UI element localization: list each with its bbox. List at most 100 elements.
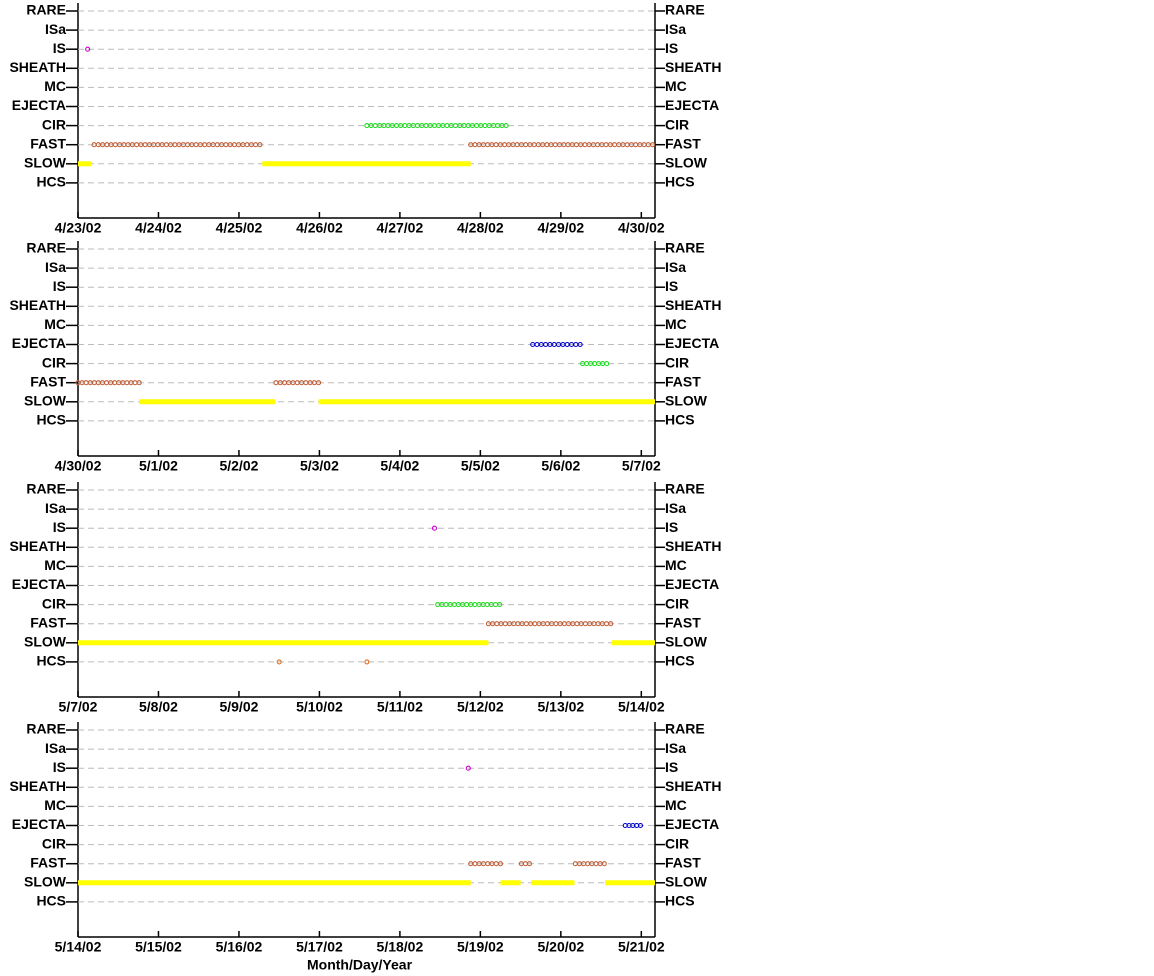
y2-tick-label: MC bbox=[665, 316, 687, 332]
segment-dot bbox=[601, 861, 607, 867]
segment bbox=[364, 659, 370, 665]
x-tick-label: 5/15/02 bbox=[135, 939, 182, 955]
x-tick-label: 5/1/02 bbox=[139, 458, 178, 474]
y-tick-label: RARE bbox=[26, 481, 66, 497]
segment bbox=[273, 380, 322, 386]
y2-tick-label: SLOW bbox=[665, 155, 708, 171]
segment-dot bbox=[553, 621, 559, 627]
x-tick-label: 4/24/02 bbox=[135, 220, 182, 236]
panel: RARE RARE ISa ISa IS IS SHEATH SHEATH MC MC EJECTA… bbox=[9, 721, 721, 973]
y-tick-label: HCS bbox=[36, 653, 66, 669]
y-tick-label: HCS bbox=[36, 174, 66, 190]
x-tick-label: 4/30/02 bbox=[618, 220, 665, 236]
segment-dot bbox=[193, 142, 199, 148]
segment-dot bbox=[136, 380, 142, 386]
segment-dot bbox=[573, 142, 580, 148]
y-tick-label: FAST bbox=[30, 135, 66, 151]
segment bbox=[465, 765, 471, 771]
segment-dot bbox=[493, 602, 499, 608]
y-tick-label: SLOW bbox=[24, 634, 67, 650]
y2-tick-label: ISa bbox=[665, 21, 686, 37]
y2-tick-label: RARE bbox=[665, 721, 705, 737]
y2-tick-label: ISa bbox=[665, 500, 686, 516]
x-tick-label: 5/14/02 bbox=[618, 699, 665, 715]
y-tick-label: EJECTA bbox=[12, 335, 66, 351]
y2-tick-label: ISa bbox=[665, 259, 686, 275]
y-tick-label: SLOW bbox=[24, 393, 67, 409]
y2-tick-label: RARE bbox=[665, 2, 705, 18]
segment bbox=[468, 142, 656, 148]
y-tick-label: ISa bbox=[45, 740, 66, 756]
segment-dot bbox=[303, 380, 309, 386]
y2-tick-label: HCS bbox=[665, 412, 695, 428]
y2-tick-label: RARE bbox=[665, 240, 705, 256]
y-tick-label: ISa bbox=[45, 500, 66, 516]
y-tick-label: RARE bbox=[26, 721, 66, 737]
segment-dot bbox=[443, 602, 449, 608]
segment-dot bbox=[497, 602, 503, 608]
y2-tick-label: FAST bbox=[665, 614, 701, 630]
y2-tick-label: SHEATH bbox=[665, 538, 722, 554]
segment-dot bbox=[584, 361, 590, 367]
y2-tick-label: MC bbox=[665, 557, 687, 573]
segment bbox=[468, 861, 504, 867]
panel: RARE RARE ISa ISa IS IS SHEATH SHEATH MC MC EJECTA… bbox=[9, 481, 721, 715]
segment-dot bbox=[163, 142, 169, 148]
y-tick-label: IS bbox=[53, 278, 66, 294]
y-tick-label: EJECTA bbox=[12, 97, 66, 113]
segment-dot bbox=[493, 861, 499, 867]
y-tick-label: IS bbox=[53, 40, 66, 56]
x-tick-label: 5/10/02 bbox=[296, 699, 343, 715]
x-axis-label: Month/Day/Year bbox=[307, 957, 413, 973]
segment-dot bbox=[85, 46, 91, 52]
y2-tick-label: EJECTA bbox=[665, 576, 719, 592]
x-tick-label: 5/8/02 bbox=[139, 699, 178, 715]
y-tick-label: HCS bbox=[36, 412, 66, 428]
x-tick-label: 4/28/02 bbox=[457, 220, 504, 236]
x-tick-label: 5/19/02 bbox=[457, 939, 504, 955]
x-tick-label: 4/29/02 bbox=[537, 220, 584, 236]
x-tick-label: 5/7/02 bbox=[622, 458, 661, 474]
segment bbox=[622, 822, 644, 829]
segment bbox=[485, 621, 614, 627]
y-tick-label: CIR bbox=[42, 116, 66, 132]
segment-dot bbox=[603, 621, 610, 627]
segment-dot bbox=[276, 659, 282, 665]
y2-tick-label: IS bbox=[665, 278, 678, 294]
y-tick-label: SLOW bbox=[24, 874, 67, 890]
y2-tick-label: IS bbox=[665, 519, 678, 535]
y-tick-label: MC bbox=[44, 557, 66, 573]
segment bbox=[530, 341, 583, 348]
segment-dot bbox=[423, 123, 429, 129]
segment-dot bbox=[523, 621, 529, 627]
y2-tick-label: HCS bbox=[665, 174, 695, 190]
x-tick-label: 5/12/02 bbox=[457, 699, 504, 715]
segment-dot bbox=[83, 380, 89, 386]
segment-dot bbox=[577, 341, 583, 348]
x-tick-label: 5/5/02 bbox=[461, 458, 500, 474]
segment-dot bbox=[603, 142, 609, 148]
x-tick-label: 5/3/02 bbox=[300, 458, 339, 474]
x-tick-label: 4/30/02 bbox=[55, 458, 102, 474]
x-tick-label: 5/7/02 bbox=[59, 699, 98, 715]
x-tick-label: 5/11/02 bbox=[377, 699, 423, 715]
segment-dot bbox=[637, 822, 644, 829]
segment-dot bbox=[364, 659, 370, 665]
segment-dot bbox=[493, 142, 499, 148]
y-tick-label: CIR bbox=[42, 354, 66, 370]
y2-tick-label: CIR bbox=[665, 595, 689, 611]
panel: RARE RARE ISa ISa IS IS SHEATH SHEATH MC MC EJECTA… bbox=[9, 2, 721, 236]
segment-dot bbox=[465, 765, 471, 771]
segment-dot bbox=[523, 142, 529, 148]
segment bbox=[364, 123, 509, 129]
y2-tick-label: FAST bbox=[665, 854, 701, 870]
segment-dot bbox=[604, 361, 610, 367]
segment-dot bbox=[223, 142, 229, 148]
y2-tick-label: CIR bbox=[665, 835, 689, 851]
y2-tick-label: EJECTA bbox=[665, 335, 719, 351]
x-tick-label: 5/9/02 bbox=[219, 699, 258, 715]
y-tick-label: SHEATH bbox=[9, 778, 66, 794]
segment-dot bbox=[522, 861, 528, 867]
y-tick-label: ISa bbox=[45, 259, 66, 275]
y-tick-label: CIR bbox=[42, 595, 66, 611]
